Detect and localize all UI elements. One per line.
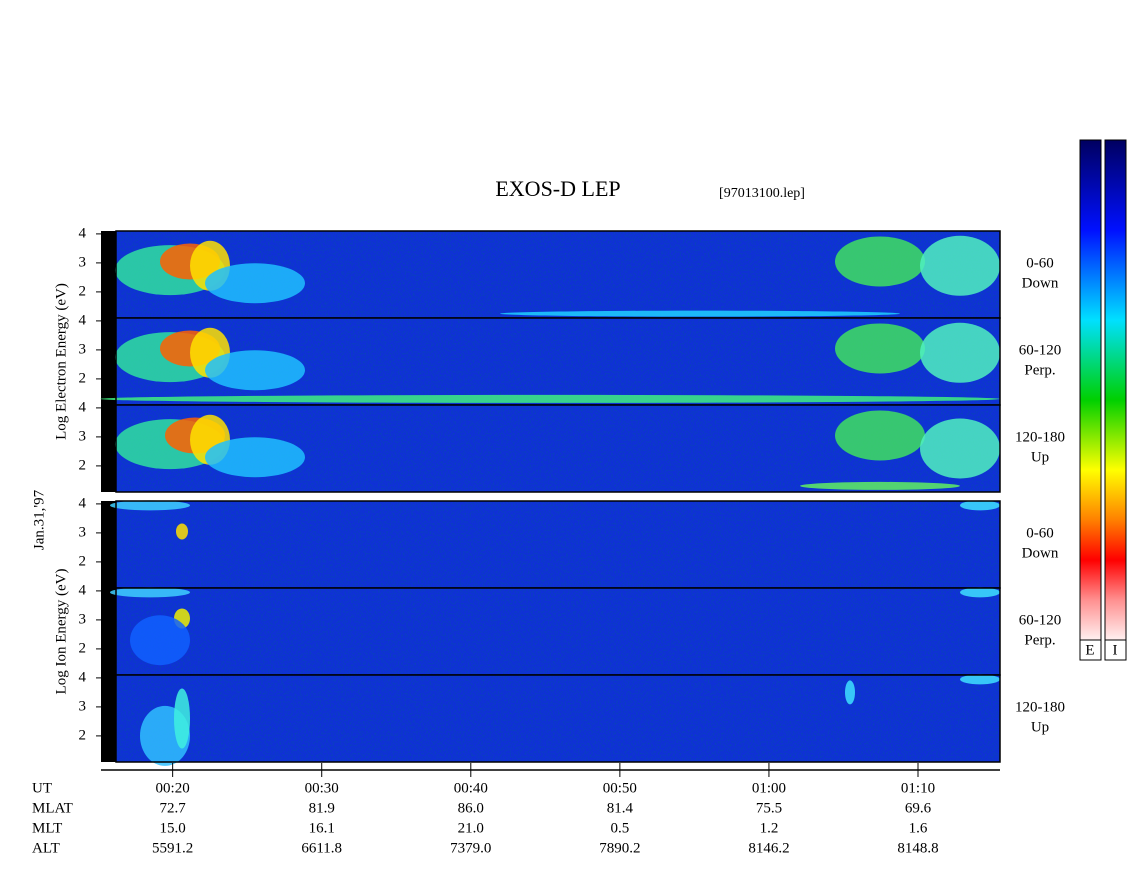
intensity-region	[110, 587, 190, 598]
colorbar-label-box	[1104, 639, 1127, 661]
x-tick-label: 00:50	[603, 780, 637, 796]
spectrogram-panel	[115, 405, 1000, 492]
panel-noise	[116, 588, 1000, 675]
intensity-region	[800, 481, 960, 490]
intensity-region	[920, 322, 1000, 383]
y-tick-label: 2	[79, 370, 87, 386]
panel-label: 120-180 Up	[1015, 700, 1065, 736]
colorbar	[1104, 139, 1127, 641]
ephemeris-value: 86.0	[458, 800, 484, 816]
ephemeris-value: 6611.8	[301, 840, 342, 856]
ephemeris-value: 81.9	[309, 800, 335, 816]
panel-label: 120-180 Up	[1015, 430, 1065, 466]
intensity-region	[130, 615, 190, 666]
time-strip	[101, 231, 116, 492]
ephemeris-value: 15.0	[160, 820, 186, 836]
y-tick-label: 3	[79, 428, 87, 444]
y-tick-label: 4	[79, 669, 87, 685]
spectrogram-panel	[110, 587, 1000, 675]
intensity-region	[960, 587, 1000, 598]
y-tick-label: 4	[79, 399, 87, 415]
time-strip	[101, 501, 116, 762]
y-tick-label: 4	[79, 582, 87, 598]
chart-subtitle: [97013100.lep]	[719, 186, 805, 201]
y-tick-label: 3	[79, 698, 87, 714]
y-axis-label: Log Electron Energy (eV)	[53, 283, 69, 440]
intensity-region	[110, 500, 190, 511]
ephemeris-value: 72.7	[160, 800, 187, 816]
x-axis-label: UT	[32, 780, 52, 796]
y-tick-label: 2	[79, 283, 87, 299]
y-tick-label: 3	[79, 341, 87, 357]
ephemeris-value: 75.5	[756, 800, 782, 816]
ephemeris-value: 69.6	[905, 800, 932, 816]
ephemeris-value: 21.0	[458, 820, 484, 836]
panel-frame	[115, 404, 1001, 493]
ephemeris-name: ALT	[32, 840, 60, 856]
y-tick-label: 4	[79, 495, 87, 511]
x-tick-label: 01:00	[752, 780, 786, 796]
colorbar-label-box	[1079, 639, 1102, 661]
ephemeris-value: 7379.0	[450, 840, 491, 856]
ephemeris-value: 1.2	[760, 820, 779, 836]
intensity-region	[835, 323, 925, 374]
x-tick-label: 00:30	[305, 780, 339, 796]
spectrogram-panel	[110, 500, 1000, 588]
intensity-region	[205, 437, 305, 478]
y-tick-label: 3	[79, 611, 87, 627]
intensity-region	[835, 236, 925, 287]
panel-noise	[116, 501, 1000, 588]
y-tick-label: 2	[79, 457, 87, 473]
ephemeris-value: 16.1	[309, 820, 335, 836]
intensity-region	[845, 680, 855, 705]
ephemeris-value: 8146.2	[748, 840, 789, 856]
intensity-region	[920, 235, 1000, 296]
ephemeris-value: 7890.2	[599, 840, 640, 856]
panel-label: 60-120 Perp.	[1019, 343, 1062, 379]
y-tick-label: 3	[79, 524, 87, 540]
colorbar-label: I	[1113, 642, 1118, 658]
y-tick-label: 2	[79, 727, 87, 743]
x-tick-label: 00:40	[454, 780, 488, 796]
colorbar-label: E	[1085, 642, 1094, 658]
panel-label: 0-60 Down	[1022, 256, 1059, 292]
intensity-region	[174, 688, 190, 749]
colorbar	[1079, 139, 1102, 641]
intensity-region	[100, 394, 1000, 403]
intensity-region	[205, 350, 305, 391]
panel-label: 0-60 Down	[1022, 526, 1059, 562]
ephemeris-value: 0.5	[610, 820, 629, 836]
ephemeris-name: MLAT	[32, 800, 73, 816]
panel-frame	[115, 674, 1001, 763]
y-tick-label: 4	[79, 225, 87, 241]
date-label: Jan.31,'97	[31, 489, 47, 550]
x-tick-label: 01:10	[901, 780, 935, 796]
spectrogram-panel	[115, 231, 1000, 318]
x-tick-label: 00:20	[156, 780, 190, 796]
panel-label: 60-120 Perp.	[1019, 613, 1062, 649]
intensity-region	[835, 410, 925, 461]
intensity-region	[205, 263, 305, 304]
y-axis-label: Log Ion Energy (eV)	[53, 569, 69, 695]
intensity-region	[960, 500, 1000, 511]
spectrogram-panel	[116, 674, 1000, 766]
chart-title: EXOS-D LEP	[495, 176, 620, 201]
intensity-region	[176, 523, 188, 540]
y-tick-label: 2	[79, 640, 87, 656]
ephemeris-value: 1.6	[909, 820, 928, 836]
ephemeris-value: 8148.8	[897, 840, 938, 856]
y-tick-label: 2	[79, 553, 87, 569]
panel-noise	[116, 675, 1000, 762]
y-tick-label: 3	[79, 254, 87, 270]
y-tick-label: 4	[79, 312, 87, 328]
intensity-region	[500, 310, 900, 317]
spectrogram-panel	[100, 318, 1000, 405]
ephemeris-value: 81.4	[607, 800, 634, 816]
intensity-region	[960, 674, 1000, 685]
ephemeris-name: MLT	[32, 820, 62, 836]
ephemeris-value: 5591.2	[152, 840, 193, 856]
intensity-region	[920, 418, 1000, 479]
